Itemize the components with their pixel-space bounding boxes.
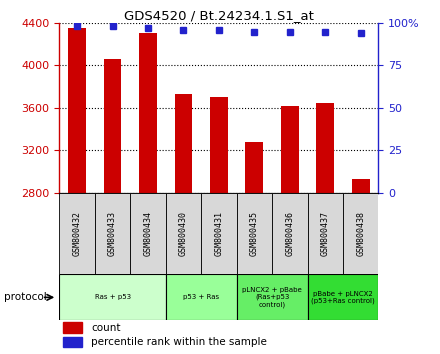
Text: GSM800434: GSM800434 (143, 211, 153, 256)
Text: protocol: protocol (4, 292, 47, 302)
Bar (308, 274, 378, 320)
Bar (201, 193, 237, 274)
Bar (95, 193, 130, 274)
Text: GSM800437: GSM800437 (321, 211, 330, 256)
Bar (308, 193, 343, 274)
Title: GDS4520 / Bt.24234.1.S1_at: GDS4520 / Bt.24234.1.S1_at (124, 9, 314, 22)
Bar (59, 274, 166, 320)
Bar (62, 337, 82, 348)
Text: count: count (92, 323, 121, 333)
Bar (175, 94, 192, 193)
Bar (59, 193, 95, 274)
Text: GSM800433: GSM800433 (108, 211, 117, 256)
Bar (316, 103, 334, 193)
Text: p53 + Ras: p53 + Ras (183, 295, 219, 300)
Bar (166, 274, 237, 320)
Bar (210, 97, 228, 193)
Text: pLNCX2 + pBabe
(Ras+p53
control): pLNCX2 + pBabe (Ras+p53 control) (242, 287, 302, 308)
Bar (130, 193, 166, 274)
Text: percentile rank within the sample: percentile rank within the sample (92, 337, 267, 347)
Bar (246, 142, 263, 193)
Bar (68, 28, 86, 193)
Bar (343, 193, 378, 274)
Text: pBabe + pLNCX2
(p53+Ras control): pBabe + pLNCX2 (p53+Ras control) (311, 291, 375, 304)
Bar (166, 193, 201, 274)
Bar (139, 33, 157, 193)
Bar (352, 179, 370, 193)
Text: GSM800438: GSM800438 (356, 211, 365, 256)
Text: GSM800432: GSM800432 (73, 211, 82, 256)
Text: GSM800435: GSM800435 (250, 211, 259, 256)
Bar (237, 274, 308, 320)
Bar (281, 106, 299, 193)
Bar (104, 59, 121, 193)
Text: GSM800436: GSM800436 (285, 211, 294, 256)
Bar (62, 322, 82, 333)
Text: GSM800431: GSM800431 (214, 211, 224, 256)
Bar (237, 193, 272, 274)
Text: Ras + p53: Ras + p53 (95, 295, 131, 300)
Text: GSM800430: GSM800430 (179, 211, 188, 256)
Bar (272, 193, 308, 274)
